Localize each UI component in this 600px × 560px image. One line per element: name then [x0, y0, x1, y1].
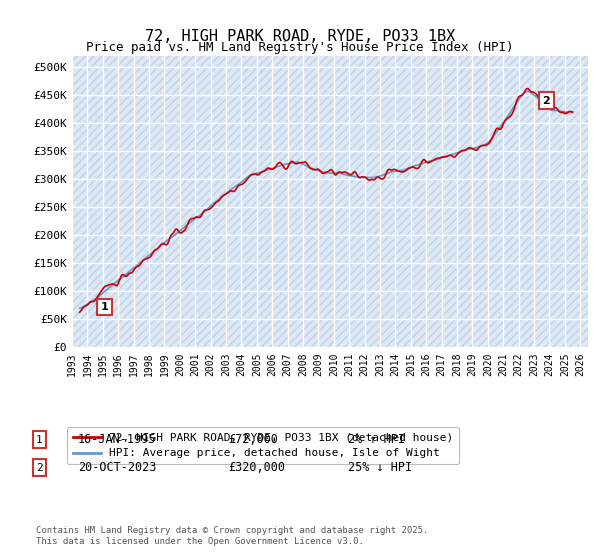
Text: 2% ↑ HPI: 2% ↑ HPI — [348, 433, 405, 446]
Text: Contains HM Land Registry data © Crown copyright and database right 2025.
This d: Contains HM Land Registry data © Crown c… — [36, 526, 428, 546]
Text: 1: 1 — [100, 302, 108, 312]
Legend: 72, HIGH PARK ROAD, RYDE, PO33 1BX (detached house), HPI: Average price, detache: 72, HIGH PARK ROAD, RYDE, PO33 1BX (deta… — [67, 427, 459, 464]
Text: 1: 1 — [36, 435, 43, 445]
Text: 25% ↓ HPI: 25% ↓ HPI — [348, 461, 412, 474]
Text: 2: 2 — [36, 463, 43, 473]
Text: £320,000: £320,000 — [228, 461, 285, 474]
Text: £72,000: £72,000 — [228, 433, 278, 446]
Text: Price paid vs. HM Land Registry's House Price Index (HPI): Price paid vs. HM Land Registry's House … — [86, 41, 514, 54]
Text: 16-JAN-1995: 16-JAN-1995 — [78, 433, 157, 446]
Text: 20-OCT-2023: 20-OCT-2023 — [78, 461, 157, 474]
Text: 2: 2 — [542, 96, 550, 106]
Text: 72, HIGH PARK ROAD, RYDE, PO33 1BX: 72, HIGH PARK ROAD, RYDE, PO33 1BX — [145, 29, 455, 44]
